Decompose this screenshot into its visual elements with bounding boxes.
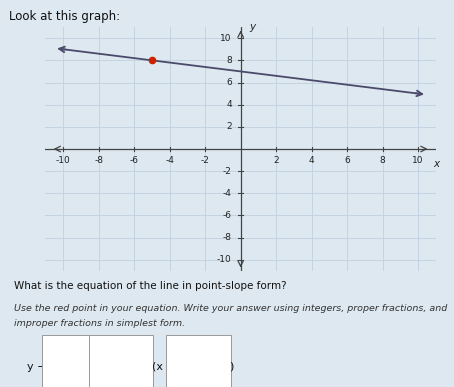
Text: -6: -6 (130, 156, 138, 164)
Text: Look at this graph:: Look at this graph: (9, 10, 120, 23)
Text: -2: -2 (201, 156, 210, 164)
Text: improper fractions in simplest form.: improper fractions in simplest form. (14, 319, 185, 328)
Text: 4: 4 (309, 156, 315, 164)
Text: -8: -8 (223, 233, 232, 242)
Text: 2: 2 (226, 122, 232, 131)
Text: 6: 6 (226, 78, 232, 87)
Text: 10: 10 (412, 156, 424, 164)
Text: 10: 10 (220, 34, 232, 43)
Text: 4: 4 (226, 100, 232, 109)
Text: 8: 8 (226, 56, 232, 65)
Text: -10: -10 (56, 156, 70, 164)
Text: What is the equation of the line in point-slope form?: What is the equation of the line in poin… (14, 281, 286, 291)
Text: -4: -4 (165, 156, 174, 164)
Text: Use the red point in your equation. Write your answer using integers, proper fra: Use the red point in your equation. Writ… (14, 304, 447, 313)
Text: x: x (433, 159, 439, 169)
Text: 8: 8 (380, 156, 385, 164)
Text: -2: -2 (223, 167, 232, 176)
Text: y: y (250, 22, 256, 32)
Text: -8: -8 (94, 156, 103, 164)
Text: -6: -6 (223, 211, 232, 220)
Text: y −: y − (27, 361, 47, 372)
Text: -4: -4 (223, 189, 232, 198)
Text: (x −: (x − (152, 361, 176, 372)
Text: 2: 2 (273, 156, 279, 164)
Text: ): ) (229, 361, 234, 372)
Text: =: = (100, 361, 109, 372)
Text: -10: -10 (217, 255, 232, 264)
Text: 6: 6 (344, 156, 350, 164)
